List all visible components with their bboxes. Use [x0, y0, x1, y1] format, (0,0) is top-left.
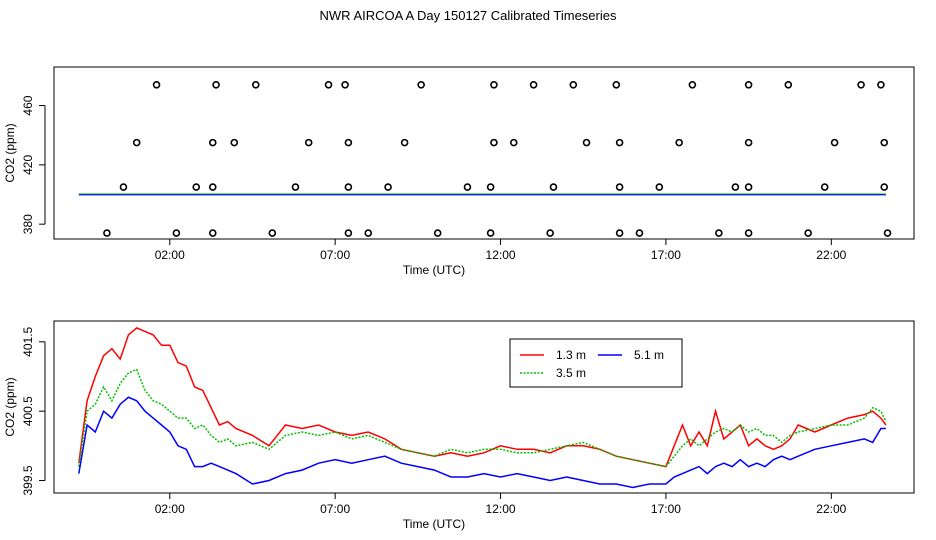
data-point: [830, 138, 839, 147]
legend-box: [509, 338, 683, 388]
data-point: [344, 183, 353, 191]
data-point: [546, 229, 554, 237]
data-point: [433, 229, 442, 237]
data-point: [731, 183, 740, 191]
data-point: [880, 183, 889, 191]
data-point: [549, 183, 558, 191]
data-point: [635, 229, 644, 237]
bottom-x-axis-label: Time (UTC): [403, 517, 465, 531]
data-point: [103, 229, 111, 237]
data-point: [251, 80, 260, 89]
data-point: [192, 183, 201, 191]
data-point: [132, 138, 141, 147]
data-point: [675, 138, 683, 147]
top-x-tick-label: 07:00: [320, 248, 350, 262]
data-point: [490, 138, 498, 147]
data-point: [820, 183, 829, 191]
series-line-1-3-m: [78, 327, 887, 468]
data-point: [208, 138, 217, 147]
data-point: [715, 229, 723, 237]
top-x-tick-label: 22:00: [816, 248, 846, 262]
bottom-x-tick-label: 07:00: [320, 502, 350, 516]
data-point: [615, 229, 624, 237]
data-point: [364, 229, 373, 237]
data-point: [324, 80, 333, 89]
data-point: [152, 80, 161, 89]
data-point: [569, 80, 578, 89]
data-point: [341, 80, 349, 89]
bottom-x-tick-label: 17:00: [651, 502, 681, 516]
data-point: [463, 183, 472, 191]
top-x-tick-label: 12:00: [486, 248, 516, 262]
bottom-y-axis-label: CO2 (ppm): [3, 377, 17, 436]
top-x-axis-label: Time (UTC): [403, 263, 465, 277]
data-point: [417, 80, 425, 89]
legend-label: 1.3 m: [556, 348, 586, 362]
data-point: [655, 183, 664, 191]
series-line-5-1-m: [78, 396, 886, 489]
data-point: [208, 183, 217, 191]
data-point: [883, 229, 892, 237]
data-point: [744, 229, 753, 237]
data-point: [857, 80, 865, 89]
bottom-panel: 02:00 07:00 12:00 17:00 22:00 Time (UTC) 399.5…: [3, 320, 915, 531]
top-y-axis-label: CO2 (ppm): [3, 123, 17, 182]
data-point: [744, 183, 753, 191]
bottom-x-tick-label: 12:00: [486, 502, 516, 516]
data-point: [344, 138, 353, 147]
data-point: [615, 138, 624, 147]
top-x-tick-label: 17:00: [651, 248, 681, 262]
data-point: [119, 183, 128, 191]
data-point: [208, 229, 217, 237]
top-x-tick-label: 02:00: [155, 248, 185, 262]
data-point: [384, 183, 392, 191]
data-point: [212, 80, 220, 89]
data-point: [344, 229, 353, 237]
data-point: [744, 138, 753, 147]
top-y-tick-label: 460: [21, 95, 35, 115]
top-y-tick-label: 380: [21, 214, 35, 234]
data-point: [486, 229, 495, 237]
legend-label: 3.5 m: [556, 366, 586, 380]
top-y-tick-label: 420: [21, 155, 35, 175]
data-point: [612, 80, 621, 89]
bottom-y-tick-label: 400.5: [21, 396, 35, 426]
data-point: [582, 138, 591, 147]
data-point: [688, 80, 697, 89]
bottom-y-tick-label: 399.5: [21, 465, 35, 495]
bottom-plot-frame: [53, 320, 915, 494]
data-point: [268, 229, 277, 237]
data-point: [400, 138, 409, 147]
data-point: [744, 80, 753, 89]
bottom-y-tick-label: 401.5: [21, 326, 35, 356]
data-point: [490, 80, 498, 89]
legend-label: 5.1 m: [634, 348, 664, 362]
data-point: [529, 80, 538, 89]
series-line-3-5-m: [78, 368, 887, 468]
bottom-x-tick-label: 22:00: [816, 502, 846, 516]
page-title: NWR AIRCOA A Day 150127 Calibrated Times…: [319, 8, 617, 23]
data-point: [172, 229, 181, 237]
bottom-x-tick-label: 02:00: [155, 502, 185, 516]
data-point: [784, 80, 793, 89]
data-point: [615, 183, 624, 191]
legend: 1.3 m 3.5 m 5.1 m: [509, 338, 683, 388]
data-point: [291, 183, 300, 191]
data-point: [509, 138, 518, 147]
top-plot-frame: [53, 66, 915, 240]
top-panel: 02:00 07:00 12:00 17:00 22:00 Time (UTC) 380 42…: [3, 66, 915, 277]
data-point: [804, 229, 812, 237]
data-point: [880, 138, 889, 147]
data-point: [304, 138, 313, 147]
data-point: [486, 183, 495, 191]
data-point: [877, 80, 885, 89]
data-point: [230, 138, 239, 147]
